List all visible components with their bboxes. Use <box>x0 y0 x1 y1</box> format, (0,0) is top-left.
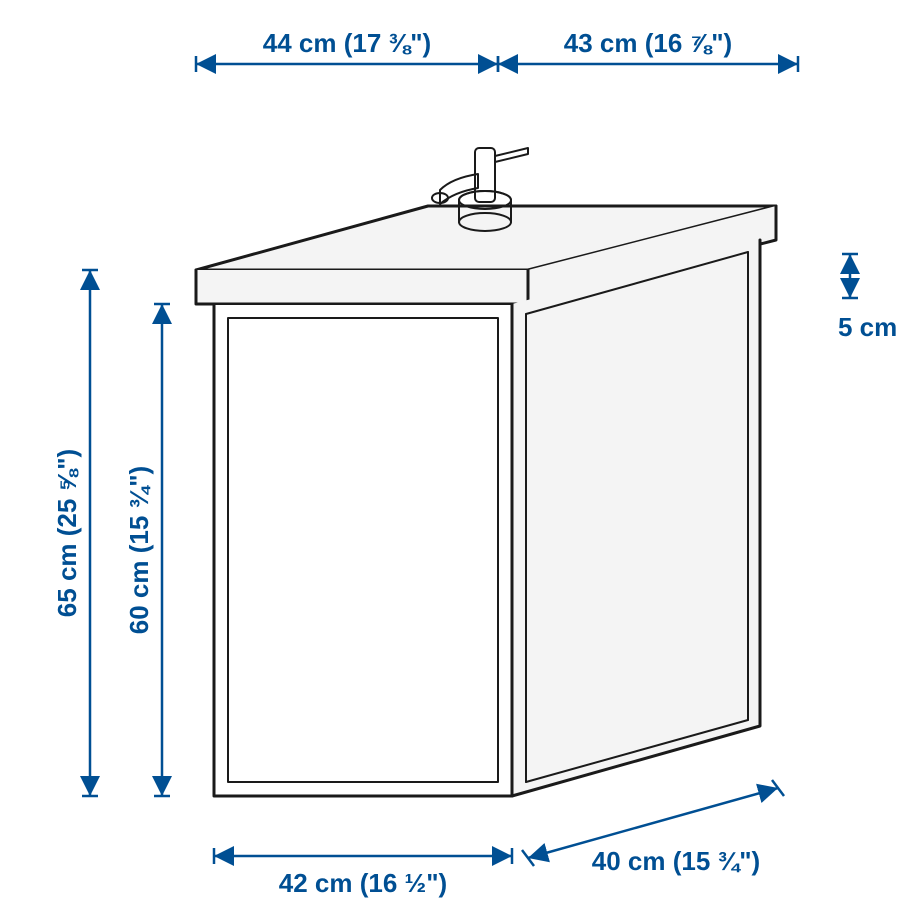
dim-right-small: 5 cm (2") <box>838 254 900 342</box>
dim-label-right-small: 5 cm (2") <box>838 312 900 342</box>
dim-top-right: 43 cm (16 ⅞") <box>498 28 798 72</box>
dim-right-leaders <box>776 206 850 254</box>
dim-label-top-right: 43 cm (16 ⅞") <box>564 28 732 58</box>
dim-top-left: 44 cm (17 ⅜") <box>196 28 498 72</box>
dim-label-left-inner: 60 cm (15 ¾") <box>124 466 154 634</box>
dim-label-top-left: 44 cm (17 ⅜") <box>263 28 431 58</box>
dim-left-outer: 65 cm (25 ⅝") <box>52 270 98 796</box>
dim-bottom-left: 42 cm (16 ½") <box>214 848 512 898</box>
dim-bottom-right: 40 cm (15 ¾") <box>522 780 784 876</box>
dim-label-bottom-left: 42 cm (16 ½") <box>279 868 447 898</box>
dim-left-inner: 60 cm (15 ¾") <box>124 304 170 796</box>
dim-label-bottom-right: 40 cm (15 ¾") <box>592 846 760 876</box>
cabinet <box>214 240 760 796</box>
dim-label-left-outer: 65 cm (25 ⅝") <box>52 449 82 617</box>
dimension-diagram: 44 cm (17 ⅜") 43 cm (16 ⅞") 5 cm (2") 65… <box>0 0 900 900</box>
